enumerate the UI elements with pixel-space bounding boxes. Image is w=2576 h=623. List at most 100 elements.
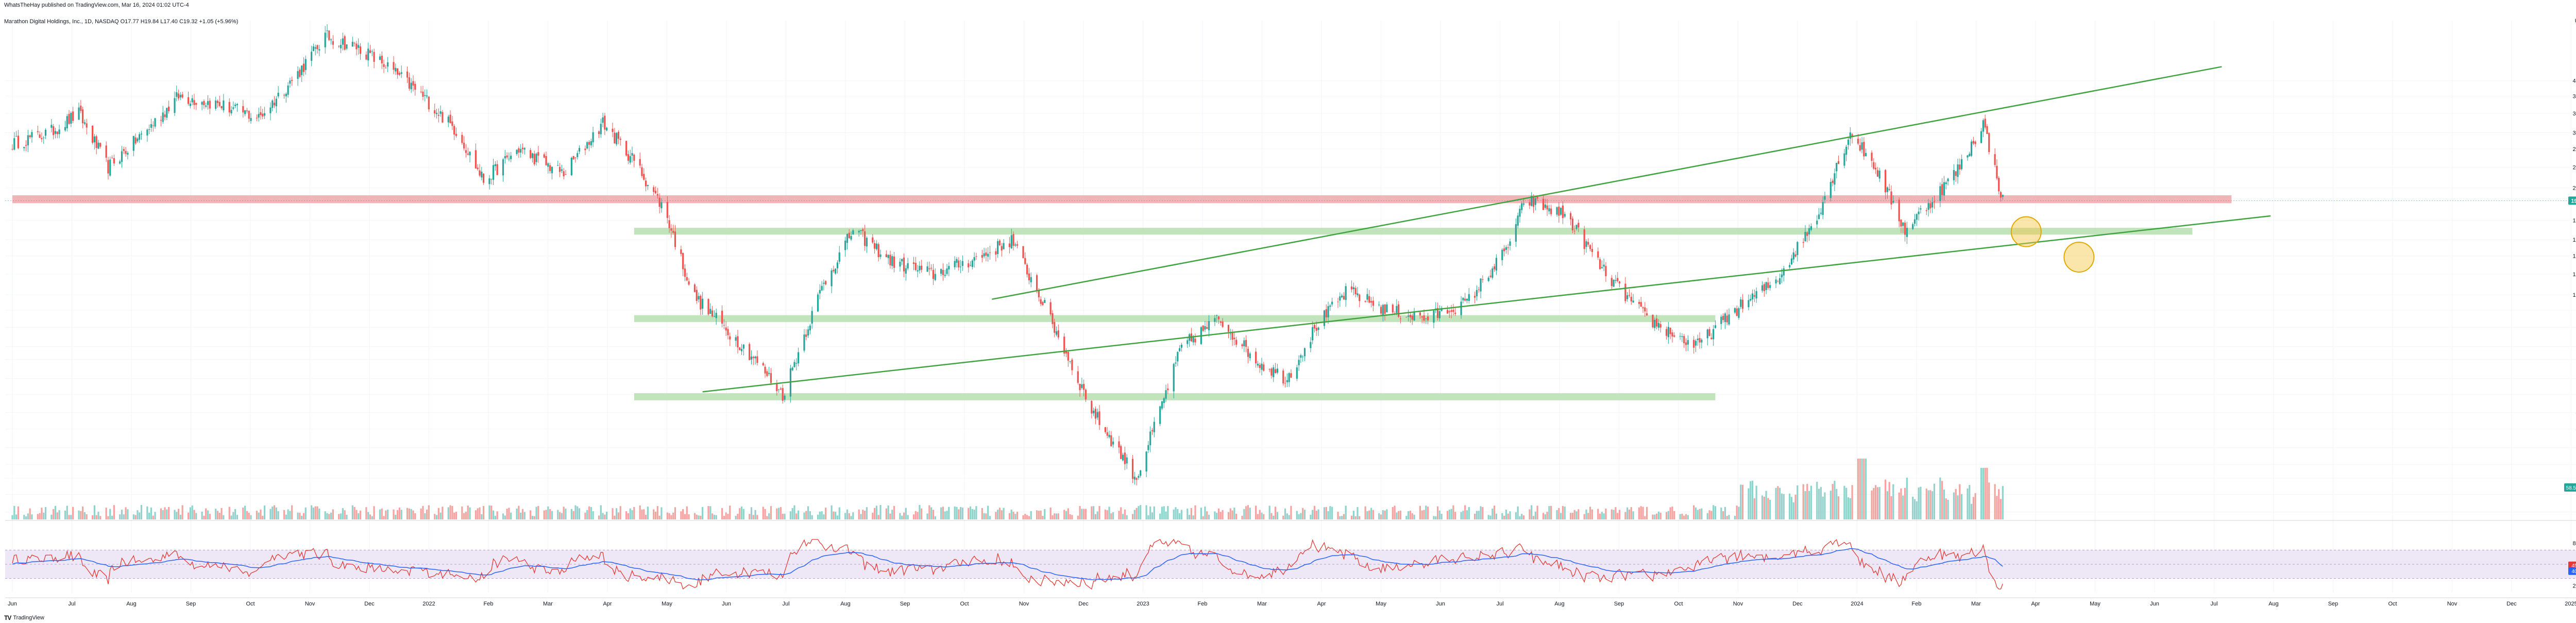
candle-body <box>1217 316 1220 319</box>
candle <box>154 117 156 129</box>
candle <box>285 92 287 103</box>
candle <box>1810 223 1812 232</box>
candle <box>260 106 262 120</box>
candle-body <box>1671 332 1673 337</box>
volume-bar <box>1591 509 1593 519</box>
candle-body <box>674 231 676 247</box>
candle-body <box>496 164 498 175</box>
candle-body <box>236 104 239 106</box>
candle-body <box>1560 208 1562 215</box>
volume-bar <box>1482 507 1484 519</box>
volume-bar <box>590 507 592 519</box>
candle <box>946 263 948 276</box>
candle-body <box>1462 298 1464 300</box>
volume-bar <box>584 512 586 519</box>
candle-body <box>1409 314 1412 317</box>
candle-body <box>989 252 991 253</box>
candle-body <box>1601 267 1603 268</box>
volume-bar <box>1243 509 1245 519</box>
candle <box>1014 242 1016 247</box>
candle <box>1556 206 1558 217</box>
volume-bar <box>1681 513 1683 519</box>
volume-bar <box>453 512 455 519</box>
candle-body <box>1259 364 1261 368</box>
candle-body <box>570 158 572 176</box>
candle <box>1049 298 1052 316</box>
volume-bar <box>1654 514 1656 519</box>
candle-body <box>860 230 862 231</box>
candle <box>246 108 248 114</box>
candle <box>1366 288 1368 302</box>
candle-body <box>37 131 39 132</box>
candle <box>889 250 891 269</box>
candle-body <box>653 187 655 192</box>
volume-bar <box>825 508 827 519</box>
candle <box>58 124 60 139</box>
candle-body <box>1904 223 1906 235</box>
candle <box>627 150 630 164</box>
candle <box>1077 366 1079 385</box>
volume-bar <box>1036 510 1038 519</box>
candle <box>1165 384 1167 402</box>
candle-body <box>572 156 574 160</box>
candle-body <box>1969 154 1971 157</box>
candle-body <box>146 129 148 136</box>
candle <box>152 121 154 132</box>
candle <box>410 78 412 93</box>
volume-bar <box>1781 493 1783 519</box>
zones-layer <box>12 195 2232 400</box>
candle <box>1755 287 1757 303</box>
volume-bar <box>428 505 430 519</box>
candle <box>1560 207 1562 216</box>
candle <box>1084 389 1087 402</box>
candle <box>549 162 551 174</box>
volume-bar <box>140 505 143 519</box>
candle-body <box>846 234 849 243</box>
volume-bar <box>983 513 985 519</box>
candle <box>905 265 907 281</box>
volume-bar <box>330 512 332 519</box>
symbol-legend[interactable]: Marathon Digital Holdings, Inc., 1D, NAS… <box>4 19 239 25</box>
volume-bar <box>236 515 239 519</box>
volume-bar <box>766 516 768 519</box>
candle-body <box>1509 241 1511 246</box>
candle-body <box>707 299 709 315</box>
candle <box>358 38 360 55</box>
x-tick-label: Jul <box>2210 601 2217 607</box>
candle <box>1875 162 1877 174</box>
candle-body <box>1030 277 1032 282</box>
candle <box>1916 213 1918 226</box>
target-circle <box>2063 241 2095 273</box>
candle <box>174 91 176 116</box>
volume-bar <box>1920 486 1922 519</box>
candle <box>1836 162 1838 179</box>
volume-bar <box>698 515 700 519</box>
x-tick-label: Jun <box>8 601 17 607</box>
volume-bar <box>725 512 727 519</box>
candle <box>631 146 633 163</box>
volume-bar <box>1521 514 1523 519</box>
volume-bar <box>1624 512 1626 519</box>
volume-bar <box>1372 510 1374 519</box>
x-tick-label: Dec <box>364 601 375 607</box>
volume-bar <box>1736 506 1738 519</box>
volume-bar <box>107 516 109 519</box>
candle-body <box>474 150 477 169</box>
candle-body <box>355 43 358 49</box>
volume-bar <box>1386 509 1388 519</box>
candle-body <box>821 285 823 291</box>
volume-bar <box>1713 505 1715 519</box>
candle <box>428 96 430 112</box>
candle <box>1357 287 1359 298</box>
candle <box>1767 277 1769 290</box>
candle-body <box>1617 278 1619 281</box>
candle <box>1396 299 1398 315</box>
candle-body <box>1380 307 1382 314</box>
candle-body <box>606 127 608 131</box>
candle-body <box>359 46 362 54</box>
candle-body <box>1522 203 1525 205</box>
candle-body <box>95 136 97 148</box>
volume-bar <box>1898 492 1900 519</box>
volume-bar <box>928 505 930 519</box>
